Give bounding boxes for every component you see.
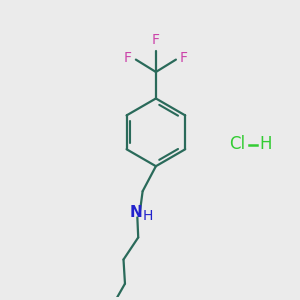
Text: H: H (259, 135, 272, 153)
Text: N: N (130, 205, 142, 220)
Text: F: F (124, 51, 132, 65)
Text: H: H (142, 209, 152, 223)
Text: F: F (152, 33, 160, 47)
Text: F: F (180, 51, 188, 65)
Text: Cl: Cl (230, 135, 246, 153)
